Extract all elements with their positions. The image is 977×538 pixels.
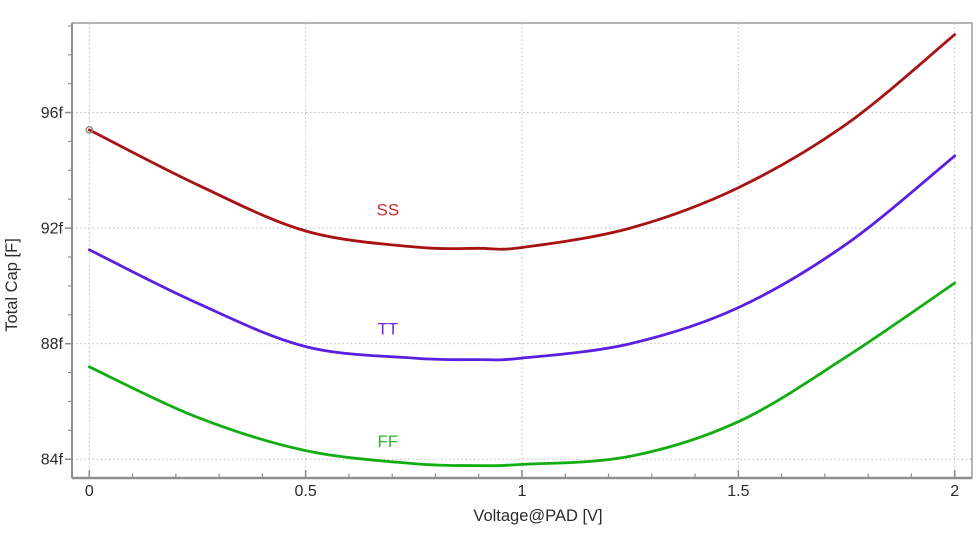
y-tick-label: 96f — [41, 105, 64, 122]
x-axis-title: Voltage@PAD [V] — [473, 507, 602, 525]
tick-layer: 0 0.5 1 1.5 2 84f 88f 92f 96f — [41, 25, 959, 500]
y-axis-title: Total Cap [F] — [3, 238, 21, 332]
x-tick-label: 1.5 — [727, 483, 749, 500]
x-tick-label: 1 — [518, 483, 527, 500]
tt-series-label: TT — [377, 320, 398, 339]
ss-curve — [87, 33, 957, 251]
y-tick-label: 84f — [41, 452, 64, 469]
x-tick-label: 2 — [950, 483, 959, 500]
curve-layer — [85, 33, 957, 468]
x-tick-label: 0.5 — [295, 483, 317, 500]
ss-start-marker — [85, 125, 94, 134]
ss-series-label: SS — [377, 201, 400, 220]
ff-series-label: FF — [377, 432, 398, 451]
y-tick-label: 88f — [41, 336, 64, 353]
ff-curve — [87, 281, 957, 468]
label-layer: SS TT FF — [377, 201, 400, 451]
x-tick-label: 0 — [85, 483, 94, 500]
tt-curve — [87, 154, 957, 362]
y-tick-label: 92f — [41, 221, 64, 238]
